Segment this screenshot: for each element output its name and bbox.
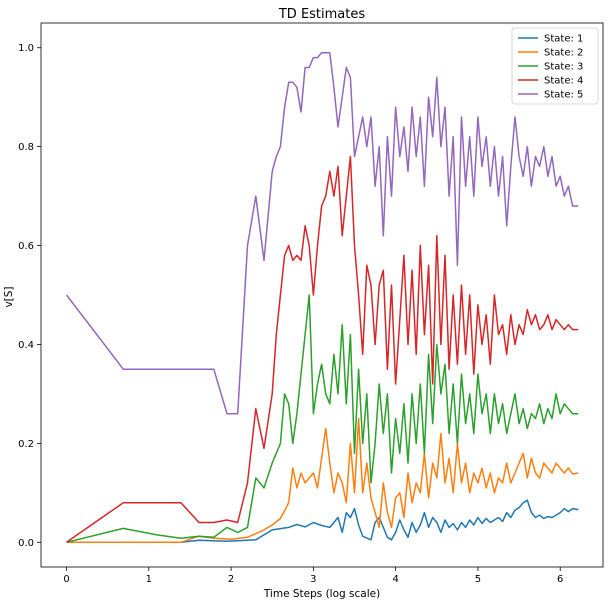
x-axis-label: Time Steps (log scale)	[263, 588, 380, 600]
legend-label: State: 4	[544, 76, 583, 87]
legend-label: State: 3	[544, 62, 583, 73]
legend: State: 1 State: 2 State: 3 State: 4 State: 5	[511, 27, 599, 105]
series-line-state-3	[66, 294, 579, 544]
series-line-state-2	[66, 417, 579, 544]
y-tick-label: 0.8	[18, 142, 34, 153]
x-tick-label: 0	[63, 574, 69, 585]
y-axis-ticks: 0.0 0.2 0.4 0.6 0.8 1.0	[18, 43, 41, 549]
y-tick-label: 1.0	[18, 43, 34, 54]
x-tick-label: 3	[310, 574, 316, 585]
legend-box	[511, 27, 599, 105]
x-tick-label: 2	[228, 574, 234, 585]
x-tick-label: 1	[146, 574, 152, 585]
x-tick-label: 6	[557, 574, 563, 585]
y-tick-label: 0.0	[18, 538, 34, 549]
x-tick-label: 5	[475, 574, 481, 585]
legend-label: State: 2	[544, 48, 583, 59]
x-tick-label: 4	[392, 574, 398, 585]
plot-lines	[65, 51, 579, 544]
legend-label: State: 1	[544, 34, 583, 45]
y-axis-label: v[S]	[3, 286, 15, 307]
legend-label: State: 5	[544, 90, 583, 101]
plot-frame	[40, 22, 604, 568]
series-line-state-1	[66, 499, 579, 544]
y-tick-label: 0.2	[18, 439, 34, 450]
chart-title: TD Estimates	[278, 7, 366, 22]
series-line-state-4	[66, 155, 579, 543]
series-line-state-5	[65, 51, 579, 415]
y-tick-label: 0.6	[18, 241, 34, 252]
x-axis-ticks: 0 1 2 3 4 5 6	[63, 567, 563, 585]
y-tick-label: 0.4	[18, 340, 34, 351]
